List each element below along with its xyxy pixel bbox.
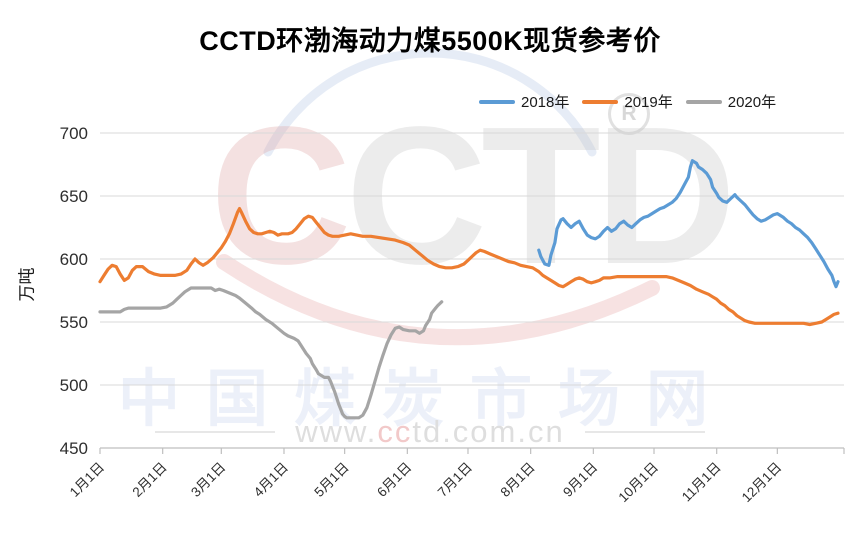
legend-swatch-icon	[685, 99, 722, 104]
x-tick-label: 12月1日	[739, 460, 785, 506]
legend-label: 2019年	[624, 94, 673, 111]
x-tick-label: 5月1日	[311, 460, 351, 500]
y-axis-title: 万吨	[17, 267, 37, 302]
y-tick-label: 700	[60, 124, 88, 143]
x-tick-label: 2月1日	[129, 460, 169, 500]
legend-swatch-icon	[479, 99, 515, 104]
series-line-2018年	[537, 159, 840, 289]
chart-legend: 2018年 2019年 2020年	[479, 91, 776, 112]
x-tick-label: 9月1日	[560, 460, 600, 500]
legend-item-2019年: 2019年	[582, 91, 673, 112]
y-tick-label: 450	[60, 439, 88, 458]
x-tick-label: 3月1日	[188, 460, 228, 500]
chart-title: CCTD环渤海动力煤5500K现货参考价	[199, 26, 661, 56]
x-tick-label: 10月1日	[615, 460, 661, 506]
y-tick-label: 550	[60, 313, 88, 332]
x-tick-label: 1月1日	[67, 460, 107, 500]
y-tick-label: 650	[60, 187, 88, 206]
series-line-2020年	[98, 286, 444, 420]
legend-swatch-icon	[582, 99, 619, 104]
y-tick-label: 500	[60, 376, 88, 395]
x-tick-label: 11月1日	[679, 460, 724, 505]
legend-label: 2018年	[521, 94, 570, 111]
legend-item-2020年: 2020年	[685, 91, 777, 112]
x-tick-label: 7月1日	[435, 460, 475, 500]
x-tick-label: 8月1日	[497, 460, 537, 500]
legend-label: 2020年	[727, 94, 777, 111]
series-line-2019年	[98, 207, 840, 327]
legend-item-2018年: 2018年	[479, 91, 569, 112]
x-tick-label: 4月1日	[251, 460, 291, 500]
x-tick-label: 6月1日	[374, 460, 414, 500]
y-tick-label: 600	[60, 250, 88, 269]
